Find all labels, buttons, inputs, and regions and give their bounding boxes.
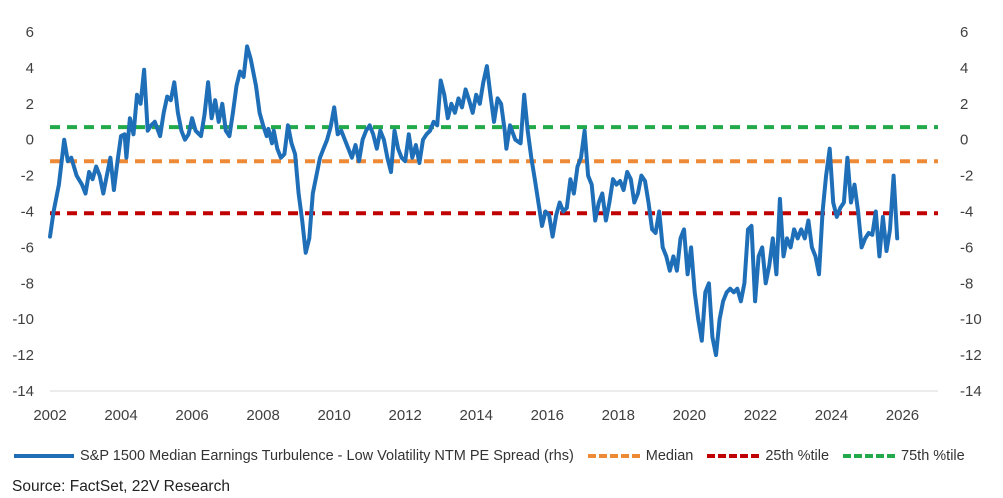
y-tick-right-3: 0 xyxy=(960,132,968,149)
x-tick-2020: 2020 xyxy=(673,407,706,424)
x-tick-2016: 2016 xyxy=(531,407,564,424)
legend-swatch-spread xyxy=(14,454,74,458)
y-tick-left-5: -4 xyxy=(21,204,34,221)
x-tick-2002: 2002 xyxy=(33,407,66,424)
x-tick-2026: 2026 xyxy=(886,407,919,424)
y-tick-right-7: -8 xyxy=(960,275,973,292)
series-line-spread xyxy=(48,44,900,358)
x-tick-2008: 2008 xyxy=(246,407,279,424)
y-tick-left-9: -12 xyxy=(12,347,34,364)
legend-label-spread: S&P 1500 Median Earnings Turbulence - Lo… xyxy=(80,448,574,464)
y-tick-left-0: 6 xyxy=(26,24,34,41)
legend-item-75th: 75th %tile xyxy=(843,448,965,464)
y-tick-right-1: 4 xyxy=(960,60,968,77)
x-tick-2012: 2012 xyxy=(389,407,422,424)
y-tick-left-2: 2 xyxy=(26,96,34,113)
legend-item-spread: S&P 1500 Median Earnings Turbulence - Lo… xyxy=(14,448,574,464)
y-tick-left-4: -2 xyxy=(21,168,34,185)
y-tick-right-6: -6 xyxy=(960,239,973,256)
y-tick-left-1: 4 xyxy=(26,60,34,77)
legend-item-median: Median xyxy=(587,448,694,464)
x-tick-2006: 2006 xyxy=(175,407,208,424)
y-tick-left-7: -8 xyxy=(21,275,34,292)
legend-label-median: Median xyxy=(645,448,694,464)
y-tick-right-2: 2 xyxy=(960,96,968,113)
right-y-axis-ticks: 6 4 2 0 -2 -4 -6 -8 -10 -12 -14 xyxy=(960,24,982,400)
x-tick-2024: 2024 xyxy=(815,407,848,424)
x-axis-ticks: 2002 2004 2006 2008 2010 2012 2014 2016 2018 2020… xyxy=(33,407,919,424)
source-note: Source: FactSet, 22V Research xyxy=(12,478,230,495)
legend-swatch-25th xyxy=(707,454,760,458)
y-tick-left-3: 0 xyxy=(26,132,34,149)
y-tick-left-6: -6 xyxy=(21,239,34,256)
x-tick-2004: 2004 xyxy=(104,407,137,424)
y-tick-left-10: -14 xyxy=(12,383,34,400)
y-tick-right-8: -10 xyxy=(960,311,982,328)
chart-area: 6 4 2 0 -2 -4 -6 -8 -10 -12 -14 6 4 2 0 -2 -4 -6 -8 -10 -12… xyxy=(12,24,982,424)
y-tick-right-0: 6 xyxy=(960,24,968,41)
y-tick-right-10: -14 xyxy=(960,383,982,400)
y-tick-right-5: -4 xyxy=(960,204,973,221)
legend-swatch-median xyxy=(587,454,640,458)
x-tick-2014: 2014 xyxy=(460,407,493,424)
legend-swatch-75th xyxy=(843,454,896,458)
reference-lines xyxy=(50,125,938,216)
y-tick-left-8: -10 xyxy=(12,311,34,328)
y-tick-right-9: -12 xyxy=(960,347,982,364)
x-tick-2018: 2018 xyxy=(602,407,635,424)
y-tick-right-4: -2 xyxy=(960,168,973,185)
x-tick-2010: 2010 xyxy=(317,407,350,424)
legend-label-75th: 75th %tile xyxy=(901,448,965,464)
legend: S&P 1500 Median Earnings Turbulence - Lo… xyxy=(14,448,979,464)
left-y-axis-ticks: 6 4 2 0 -2 -4 -6 -8 -10 -12 -14 xyxy=(12,24,34,400)
legend-item-25th: 25th %tile xyxy=(707,448,829,464)
legend-label-25th: 25th %tile xyxy=(765,448,830,464)
x-tick-2022: 2022 xyxy=(744,407,777,424)
